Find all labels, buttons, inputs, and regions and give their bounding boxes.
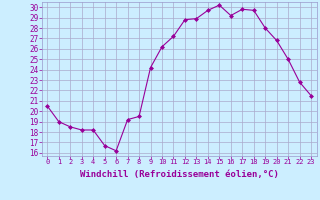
X-axis label: Windchill (Refroidissement éolien,°C): Windchill (Refroidissement éolien,°C) [80,170,279,179]
